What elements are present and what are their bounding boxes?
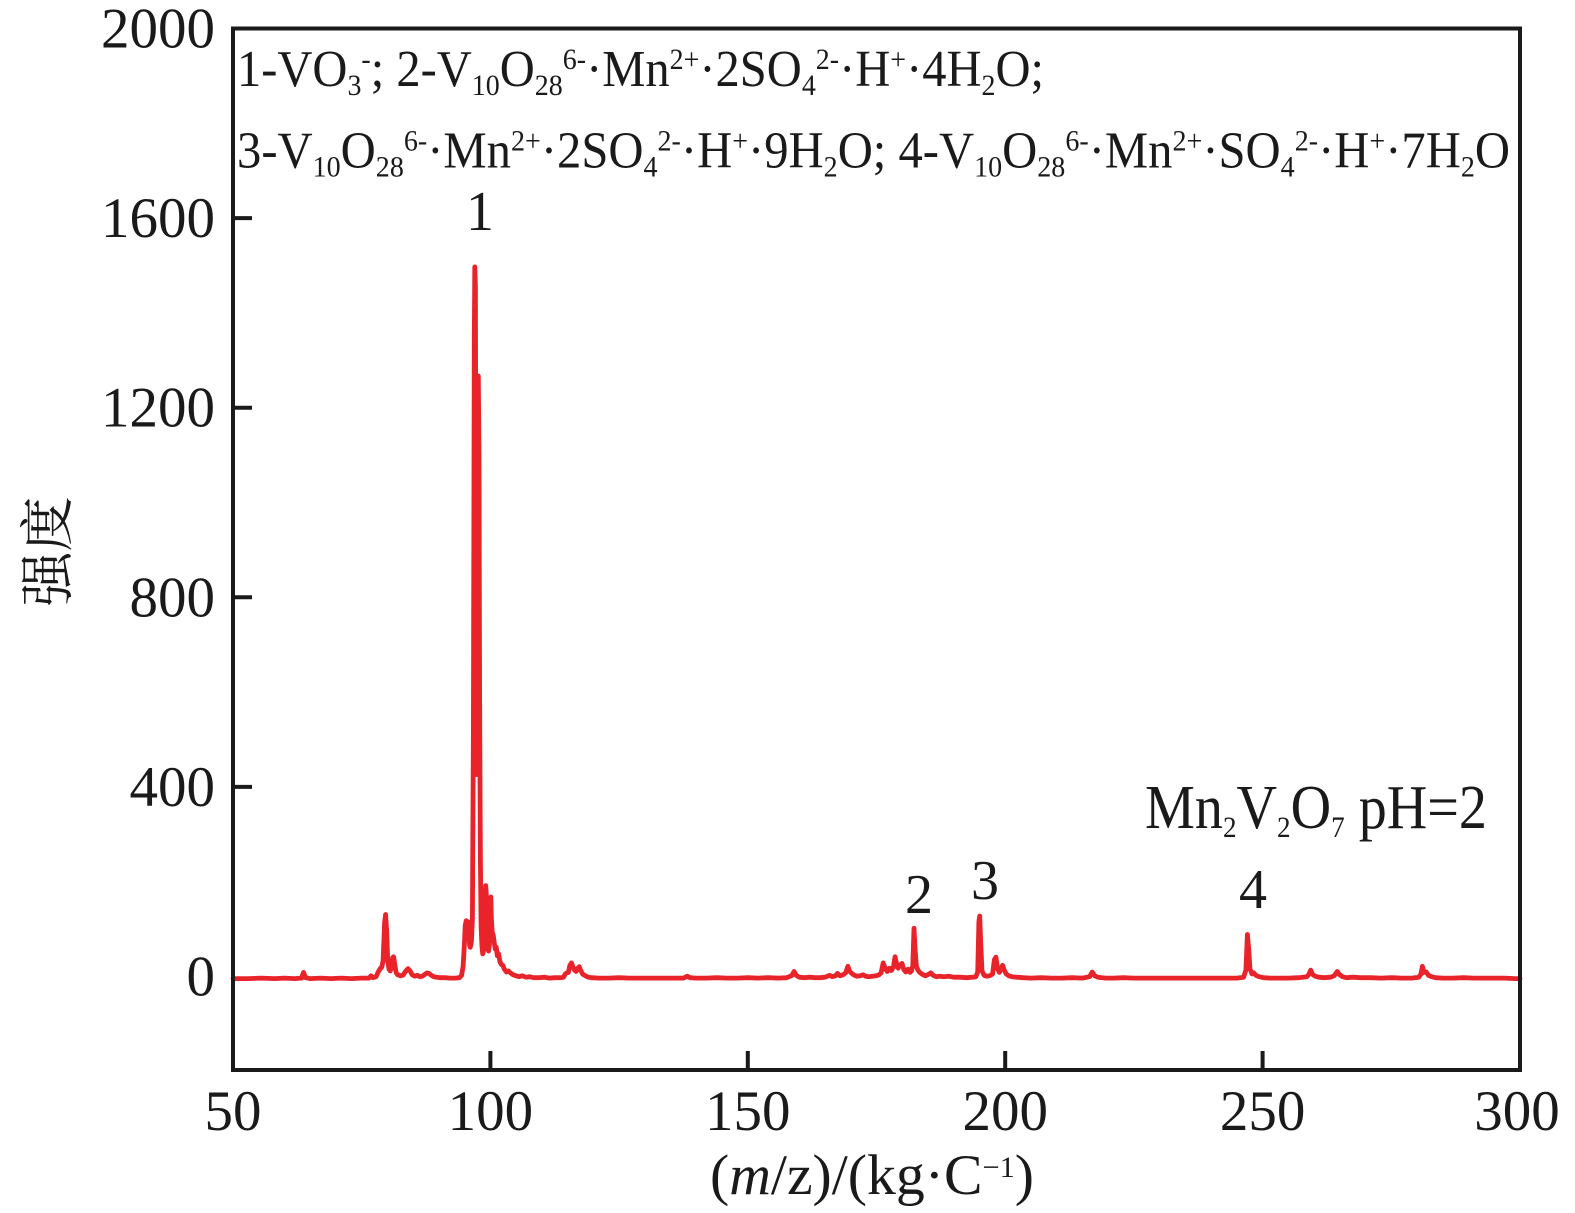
svg-text:0: 0 xyxy=(187,946,216,1009)
svg-text:1: 1 xyxy=(466,181,494,243)
svg-text:300: 300 xyxy=(1474,1080,1560,1143)
svg-text:400: 400 xyxy=(130,756,216,819)
svg-text:50: 50 xyxy=(205,1080,262,1143)
svg-text:4: 4 xyxy=(1239,859,1267,921)
svg-text:3: 3 xyxy=(971,850,999,912)
svg-text:150: 150 xyxy=(705,1080,791,1143)
svg-text:250: 250 xyxy=(1220,1080,1306,1143)
svg-text:1-VO3-; 2-V10O286-·Mn2+·2SO42-: 1-VO3-; 2-V10O286-·Mn2+·2SO42-·H+·4H2O; xyxy=(237,41,1044,102)
svg-text:(m/z)/(kg·C−1): (m/z)/(kg·C−1) xyxy=(710,1144,1034,1207)
svg-text:1200: 1200 xyxy=(101,377,215,440)
svg-text:2000: 2000 xyxy=(101,0,215,61)
svg-text:800: 800 xyxy=(130,566,216,629)
svg-text:100: 100 xyxy=(448,1080,534,1143)
svg-text:1600: 1600 xyxy=(101,187,215,250)
svg-text:3-V10O286-·Mn2+·2SO42-·H+·9H2O: 3-V10O286-·Mn2+·2SO42-·H+·9H2O; 4-V10O28… xyxy=(237,123,1510,184)
svg-text:200: 200 xyxy=(962,1080,1048,1143)
svg-text:2: 2 xyxy=(905,864,933,926)
svg-text:Mn2V2O7 pH=2: Mn2V2O7 pH=2 xyxy=(1145,774,1487,844)
